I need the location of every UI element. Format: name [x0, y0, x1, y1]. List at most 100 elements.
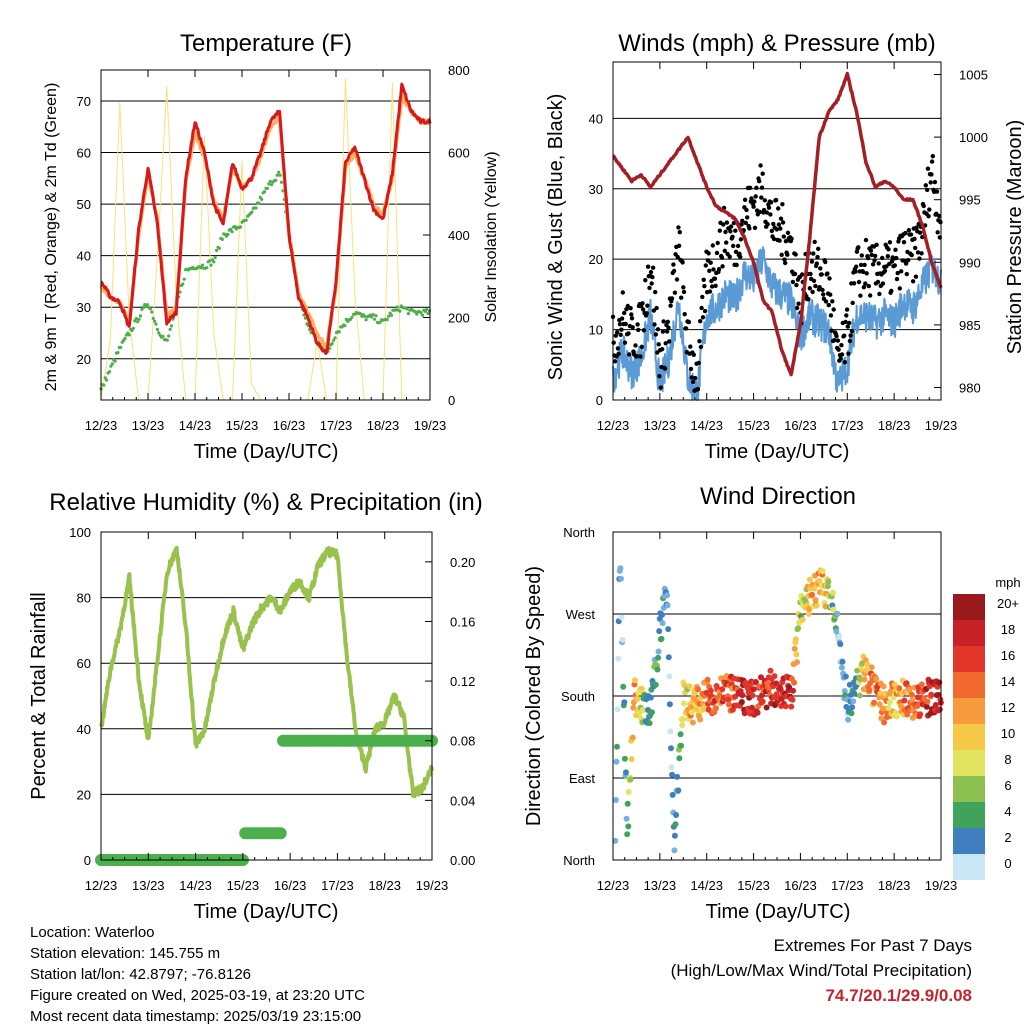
direction-point [658, 635, 665, 642]
dewpoint-point [226, 232, 230, 236]
gust-point [839, 343, 844, 348]
y-tick-label: 30 [589, 182, 603, 197]
direction-point [809, 591, 816, 598]
gust-point [806, 297, 811, 302]
gust-point [863, 237, 869, 243]
dewpoint-point [178, 290, 182, 294]
direction-point [669, 791, 676, 798]
direction-point [881, 719, 888, 726]
gust-point [710, 243, 715, 248]
direction-point [619, 636, 626, 643]
gust-point [776, 206, 781, 211]
dewpoint-point [181, 282, 185, 286]
direction-point [918, 681, 925, 688]
direction-point [795, 625, 802, 632]
x-tick-label: 15/23 [737, 418, 770, 433]
direction-point [623, 769, 629, 776]
gust-point [811, 278, 817, 283]
gust-point [666, 325, 671, 330]
gust-point [626, 331, 631, 336]
gust-point [681, 285, 686, 290]
dewpoint-point [420, 313, 425, 317]
precip-point [274, 827, 287, 840]
dewpoint-point [426, 311, 430, 316]
x-tick-label: 18/23 [878, 878, 911, 893]
gust-point [915, 250, 921, 255]
colorbar-label: 2 [1004, 830, 1011, 845]
wind-direction-y-label: Direction (Colored By Speed) [523, 566, 545, 826]
dewpoint-point [350, 315, 354, 319]
direction-point [679, 716, 686, 722]
plot-frame [100, 69, 431, 401]
gust-point [792, 271, 798, 277]
gust-point [875, 279, 881, 285]
gust-point [906, 258, 911, 263]
gust-point [845, 324, 850, 329]
colorbar-label: 12 [1001, 700, 1015, 715]
gust-point [640, 301, 645, 306]
dewpoint-point [150, 310, 154, 314]
dewpoint-point [136, 320, 140, 324]
gust-point [674, 277, 680, 282]
colorbar-swatch [953, 750, 985, 776]
gust-point [877, 291, 882, 297]
dewpoint-point [332, 338, 336, 342]
direction-point [621, 755, 628, 762]
direction-point [805, 610, 812, 617]
x-tick-label: 16/23 [274, 878, 307, 893]
direction-point [664, 592, 671, 599]
gust-point [818, 266, 823, 271]
direction-point [673, 812, 680, 818]
direction-point [707, 687, 714, 694]
dewpoint-point [358, 312, 362, 316]
gust-point [663, 341, 668, 346]
humidity-title: Relative Humidity (%) & Precipitation (i… [49, 489, 482, 516]
gust-point [675, 254, 680, 260]
dewpoint-point [260, 197, 264, 201]
gust-point [723, 229, 728, 235]
gust-point [698, 344, 704, 350]
gust-point [739, 222, 744, 227]
gust-point [676, 243, 682, 248]
gust-point [706, 251, 711, 256]
dewpoint-point [141, 305, 145, 310]
x-tick-label: 14/23 [690, 878, 723, 893]
direction-point [697, 716, 704, 723]
gust-point [926, 214, 931, 219]
y-right-tick-label: 200 [448, 311, 470, 326]
y-tick-label: 80 [77, 591, 91, 606]
gust-point [908, 232, 914, 237]
extremes-values: 74.7/20.1/29.9/0.08 [825, 986, 972, 1005]
direction-point [639, 707, 646, 713]
gust-point [611, 340, 616, 345]
gust-point [619, 327, 624, 332]
gust-point [731, 243, 736, 249]
direction-point [903, 680, 910, 687]
direction-point [738, 699, 745, 705]
gust-point [829, 328, 834, 333]
gust-point [758, 163, 763, 168]
dewpoint-point [148, 307, 152, 311]
direction-point [908, 691, 915, 698]
dewpoint-point [330, 341, 334, 346]
gust-point [808, 271, 813, 277]
gust-point [904, 271, 909, 277]
gust-point [714, 250, 720, 256]
x-tick-label: 19/23 [414, 418, 447, 433]
gust-point [765, 222, 770, 227]
gust-point [730, 234, 735, 239]
direction-point [829, 589, 836, 596]
direction-point [612, 837, 619, 844]
direction-point [758, 674, 764, 681]
direction-point [936, 706, 943, 713]
direction-point [621, 699, 628, 706]
dewpoint-point [133, 319, 137, 323]
dewpoint-point [374, 314, 378, 318]
direction-point [629, 734, 636, 741]
speed-colorbar: mph 20+ 18 16 14 12 10 8 6 4 2 0 [953, 575, 1021, 880]
dewpoint-point [244, 218, 248, 222]
gust-point [828, 292, 833, 297]
gust-point [844, 313, 849, 318]
gust-point [720, 264, 725, 269]
